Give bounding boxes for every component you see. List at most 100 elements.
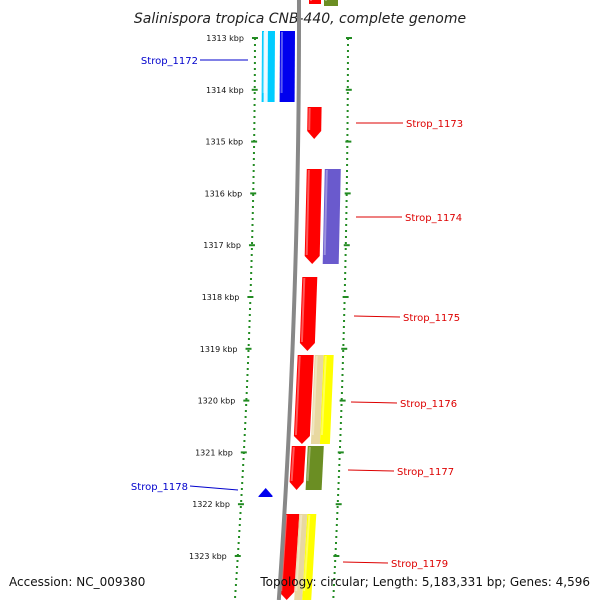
track-dot (246, 362, 249, 364)
gene-block-strop-1178 (258, 488, 273, 497)
track-dot (345, 212, 348, 214)
track-dot (241, 482, 244, 484)
track-dot (346, 68, 349, 70)
track-dot (238, 530, 241, 532)
track-dot (234, 584, 237, 586)
gene-label-strop-1173[interactable]: Strop_1173 (406, 119, 463, 130)
tick-mark-right (342, 296, 349, 298)
track-dot (342, 350, 345, 352)
track-dot (247, 344, 250, 346)
track-dot (253, 98, 256, 100)
gene-leader-line (353, 315, 401, 318)
track-dot (246, 374, 249, 376)
gene-label-strop-1174[interactable]: Strop_1174 (405, 213, 462, 224)
track-dot (335, 542, 338, 544)
track-dot (239, 518, 242, 520)
track-dot (242, 458, 245, 460)
track-dot (341, 374, 344, 376)
tick-label: 1321 kbp (195, 448, 233, 457)
track-dot (244, 410, 247, 412)
gene-block-strop-1179-cds-shine (303, 514, 311, 592)
tick-mark-right (345, 88, 352, 91)
track-dot (346, 56, 349, 58)
track-dot (250, 266, 253, 268)
gene-block-strop-1179-cds (302, 514, 317, 600)
gene-label-strop-1172[interactable]: Strop_1172 (141, 56, 198, 67)
track-dot (252, 152, 255, 154)
gene-block-strop-1176-cds (319, 355, 334, 444)
gene-block-strop-1177 (289, 446, 306, 490)
track-dot (332, 596, 335, 598)
track-dot (344, 248, 347, 250)
track-dot (346, 86, 349, 88)
track-dot (238, 536, 241, 538)
track-dot (346, 158, 349, 160)
track-dot (251, 206, 254, 208)
track-dot (245, 392, 248, 394)
track-dot (344, 242, 347, 244)
kbp-tick-marks: 1313 kbp 1314 kbp 1315 kbp 1316 kbp 1317 kbp… (189, 34, 352, 561)
track-dot (336, 500, 339, 502)
track-dot (246, 368, 249, 370)
gene-leader-line (189, 485, 239, 491)
track-dot (335, 536, 338, 538)
track-dot (240, 500, 243, 502)
tick-mark-right (345, 37, 352, 39)
tick-label: 1319 kbp (200, 345, 238, 354)
tick-mark-left (248, 244, 255, 247)
track-dot (346, 128, 349, 130)
track-dot (346, 74, 349, 76)
gene-label-strop-1176[interactable]: Strop_1176 (400, 399, 457, 410)
track-dot (344, 254, 347, 256)
tick-label: 1317 kbp (203, 241, 241, 250)
track-dot (343, 284, 346, 286)
gene-leader-line (342, 561, 389, 564)
track-dot (334, 548, 337, 550)
gene-block-strop-1174-shine (305, 169, 310, 256)
track-dot (250, 278, 253, 280)
track-dot (340, 398, 343, 400)
track-dot (339, 440, 342, 442)
gene-leader-line (347, 469, 395, 472)
tick-mark-right (333, 555, 340, 557)
track-dot (249, 308, 252, 310)
track-dot (339, 422, 342, 424)
track-dot (333, 572, 336, 574)
track-dot (346, 122, 349, 124)
track-dot (234, 596, 237, 598)
track-dot (245, 386, 248, 388)
track-dot (253, 92, 256, 94)
tick-label: 1316 kbp (204, 189, 242, 198)
tick-mark-left (245, 347, 252, 350)
track-dot (235, 572, 238, 574)
track-dot (333, 584, 336, 586)
gene-label-strop-1178[interactable]: Strop_1178 (131, 482, 188, 493)
track-dot (248, 314, 251, 316)
track-dot (342, 326, 345, 328)
gene-block-strop-1179-tan (294, 514, 308, 600)
track-dot (241, 470, 244, 472)
track-dot (346, 50, 349, 52)
track-dot (252, 164, 255, 166)
accession-text: Accession: NC_009380 (9, 575, 145, 589)
track-dot (247, 356, 250, 358)
gene-block-strop-1175 (299, 277, 318, 351)
track-dot (337, 488, 340, 490)
track-dot (253, 50, 256, 52)
tick-label: 1315 kbp (205, 138, 243, 147)
track-dot (340, 392, 343, 394)
gene-label-strop-1179[interactable]: Strop_1179 (391, 559, 448, 570)
track-dot (247, 350, 250, 352)
tick-mark-right (339, 399, 346, 402)
gene-label-strop-1177[interactable]: Strop_1177 (397, 467, 454, 478)
tick-mark-left (240, 451, 247, 454)
track-dot (252, 158, 255, 160)
track-dot (346, 92, 349, 94)
track-dot (248, 320, 251, 322)
track-dot (346, 62, 349, 64)
tick-mark-left (247, 296, 254, 298)
track-dot (253, 110, 256, 112)
track-dot (234, 590, 237, 592)
track-dot (344, 272, 347, 274)
gene-label-strop-1175[interactable]: Strop_1175 (403, 313, 460, 324)
